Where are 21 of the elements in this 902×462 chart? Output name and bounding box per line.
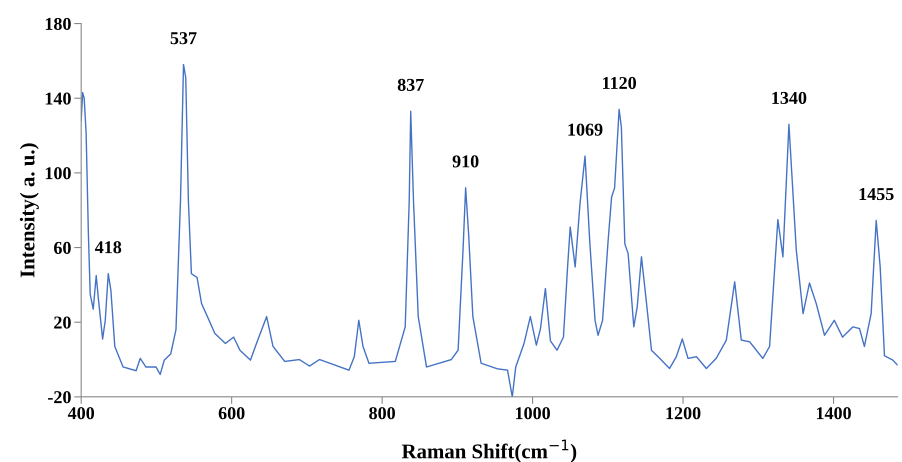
y-axis-title: Intensity( a. u.)	[20, 143, 39, 278]
y-tick-label: 100	[46, 167, 71, 180]
annotation: 910	[452, 155, 478, 168]
y-tick-label: 140	[46, 92, 71, 105]
y-tick-label: 180	[46, 18, 71, 30]
y-tick-label: 60	[54, 242, 71, 254]
x-tick-label: 1200	[666, 407, 700, 420]
x-tick-label: 800	[369, 407, 395, 420]
x-tick-label: 1000	[516, 407, 550, 420]
annotation: 1069	[568, 124, 602, 136]
x-tick-label: 600	[218, 407, 245, 420]
annotation: 418	[94, 241, 122, 254]
annotation: 1120	[603, 76, 636, 90]
y-tick-label: 20	[54, 316, 71, 329]
annotation: 1455	[860, 188, 894, 200]
annotation: 837	[398, 78, 424, 91]
annotation: 537	[170, 32, 197, 44]
x-tick-label: 400	[68, 407, 94, 420]
y-tick-label: -20	[48, 391, 71, 404]
annotation: 1340	[772, 92, 806, 104]
x-tick-label: 1400	[816, 407, 851, 420]
